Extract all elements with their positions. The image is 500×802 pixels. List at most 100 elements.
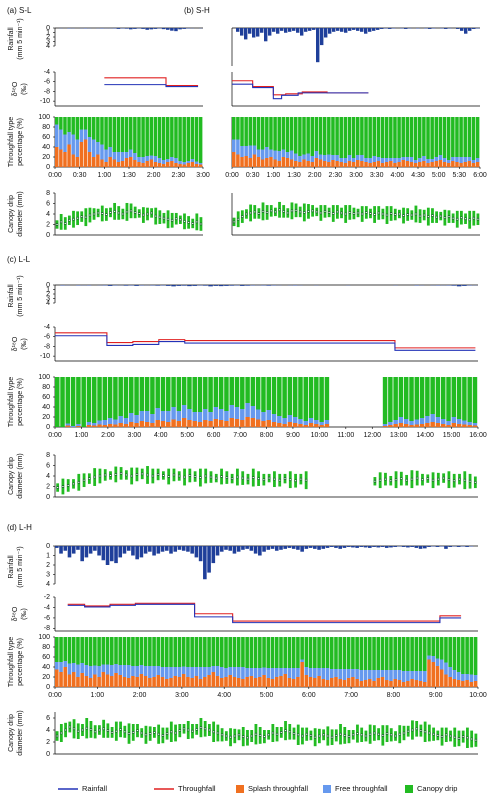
panel-a-drip-center-10 <box>97 212 99 214</box>
panel-c-tf-drip-26 <box>192 377 197 412</box>
panel-b-tf-free-57 <box>467 157 472 161</box>
panel-c-tf-free-13 <box>123 418 129 424</box>
panel-d-tf-splash-25 <box>160 677 165 687</box>
panel-d-rain-ytick-label-2: 2 <box>46 562 50 569</box>
panel-c-tf-splash-49 <box>314 424 319 427</box>
panel-a-xtick-label-4: 2:00 <box>147 172 161 179</box>
panel-d-tf-splash-85 <box>414 680 419 687</box>
panel-b-tf-free-7 <box>260 149 265 160</box>
panel-d-rain-bar-39 <box>219 546 224 552</box>
panel-d-tf-drip-53 <box>279 637 283 668</box>
panel-b-rain-bar-2 <box>240 28 244 36</box>
panel-b-tf-free-54 <box>455 157 459 162</box>
panel-b-tf-drip-51 <box>442 117 447 158</box>
panel-d-iso-rainfall-line <box>67 603 462 624</box>
panel-a-tf-free-15 <box>116 152 121 162</box>
panel-a-tf-drip-10 <box>96 117 100 142</box>
panel-d-tf-free-7 <box>84 665 89 676</box>
panel-a-tf-drip-29 <box>174 117 178 158</box>
panel-c-tf-splash-79 <box>472 425 478 427</box>
panel-d-tf-splash-53 <box>279 676 283 687</box>
panel-c-tf-splash-36 <box>245 417 250 427</box>
panel-d-rain-bar-26 <box>164 546 169 551</box>
panel-b-tf-splash-28 <box>347 161 352 167</box>
panel-c-drip-center-1 <box>62 486 64 487</box>
panel-b-tf-free-41 <box>401 157 405 160</box>
panel-a-drip-center-0 <box>56 224 58 225</box>
panel-c-drip-center-37 <box>252 477 254 479</box>
panel-d-tf-drip-83 <box>406 637 410 671</box>
panel-d-rain-bar-97 <box>465 546 469 547</box>
panel-d-drip-center-21 <box>145 734 147 736</box>
panel-d-tf-free-26 <box>164 667 169 679</box>
panel-d-drip-ytick-label-2: 4 <box>46 727 50 734</box>
panel-a-tf-free-18 <box>129 149 133 157</box>
panel-b-tf-free-6 <box>256 149 261 157</box>
panel-c-drip-center-44 <box>289 479 291 481</box>
panel-d-tf-drip-63 <box>321 637 326 668</box>
panel-b-tf-splash-46 <box>422 161 426 167</box>
panel-d-tf-splash-86 <box>418 681 423 687</box>
panel-b-tf-free-21 <box>318 154 323 160</box>
panel-b-rain-bar-13 <box>284 28 288 33</box>
panel-d-tf-drip-84 <box>410 637 414 671</box>
panel-c-iso-ylabel-line-0: δ¹⁸O <box>12 336 19 351</box>
panel-c-tf-drip-28 <box>203 377 208 409</box>
panel-b-tf-drip-20 <box>314 117 319 151</box>
panel-b-rain-bar-16 <box>296 28 300 33</box>
panel-b-tf-splash-11 <box>277 161 281 167</box>
panel-b-rain-bar-23 <box>324 28 328 38</box>
panel-d-xtick-label-10: 10:00 <box>469 692 487 699</box>
panel-d-tf-splash-7 <box>84 676 89 687</box>
panel-c-tf-drip-34 <box>234 377 240 407</box>
panel-b-drip-center-28 <box>349 211 351 213</box>
panel-d-drip-center-34 <box>200 727 202 729</box>
panel-c-drip-center-36 <box>247 478 249 480</box>
panel-b-drip-center-42 <box>407 214 409 216</box>
panel-b-drip-center-43 <box>411 214 413 216</box>
panel-c-rain-bar-31 <box>218 285 224 287</box>
panel-d-tf-drip-74 <box>368 637 372 670</box>
panel-b-tf-splash-29 <box>351 162 356 167</box>
panel-d-drip-center-35 <box>204 728 206 730</box>
panel-b-tf-free-34 <box>372 156 377 162</box>
panel-b-tf-splash-19 <box>310 162 315 167</box>
panel-c-tf-splash-38 <box>255 419 261 427</box>
panel-b-tf-drip-31 <box>360 117 364 155</box>
panel-d-drip-center-12 <box>107 730 109 732</box>
panel-a-tf-drip-27 <box>166 117 170 159</box>
panel-b-tf-splash-49 <box>434 161 439 167</box>
panel-c-tf-drip-21 <box>166 377 171 411</box>
panel-d-drip-center-27 <box>170 731 172 733</box>
panel-a-drip-ytick-label-3: 6 <box>46 200 50 207</box>
panel-a-tf-free-10 <box>96 142 100 155</box>
panel-d-tf-free-91 <box>439 659 444 670</box>
panel-d-rain-bar-69 <box>346 546 351 547</box>
panel-a-drip-center-35 <box>200 223 202 225</box>
panel-b-tf-drip-50 <box>438 117 443 155</box>
panel-c-xtick-label-15: 15:00 <box>443 432 461 439</box>
panel-a-iso-ytick-label-0: -4 <box>44 69 50 76</box>
panel-c-tf-free-50 <box>319 422 324 425</box>
panel-d-tf-free-90 <box>435 658 440 666</box>
panel-b-tf-drip-46 <box>422 117 426 156</box>
panel-d-drip-ylabel-line-0: Canopy drip <box>8 714 15 752</box>
panel-c-drip-center-2 <box>67 484 69 486</box>
panel-d-rain-bar-79 <box>389 546 393 548</box>
panel-a-tf-splash-27 <box>166 162 170 167</box>
panel-a-iso-ylabel-line-0: δ¹⁸O <box>12 81 19 96</box>
panel-d-tf-drip-25 <box>160 637 165 667</box>
panel-b-tf-splash-8 <box>265 158 269 167</box>
panel-b-drip-center-2 <box>241 216 243 218</box>
panel-c-tf-splash-74 <box>446 425 451 427</box>
panel-d-tf-free-45 <box>245 668 249 677</box>
panel-a-tf-free-1 <box>59 129 63 150</box>
panel-d-drip-center-41 <box>229 736 232 738</box>
panel-b-rain-bar-8 <box>264 28 268 42</box>
panel-c-tf-free-51 <box>324 420 330 424</box>
panel-c-tf-ylabel-line-0: Throughfall type <box>8 377 15 427</box>
panel-b-drip-center-10 <box>274 211 276 213</box>
panel-c-tf-splash-67 <box>409 425 414 427</box>
panel-d-drip-center-22 <box>149 733 151 735</box>
panel-d-tf-splash-95 <box>456 680 461 687</box>
